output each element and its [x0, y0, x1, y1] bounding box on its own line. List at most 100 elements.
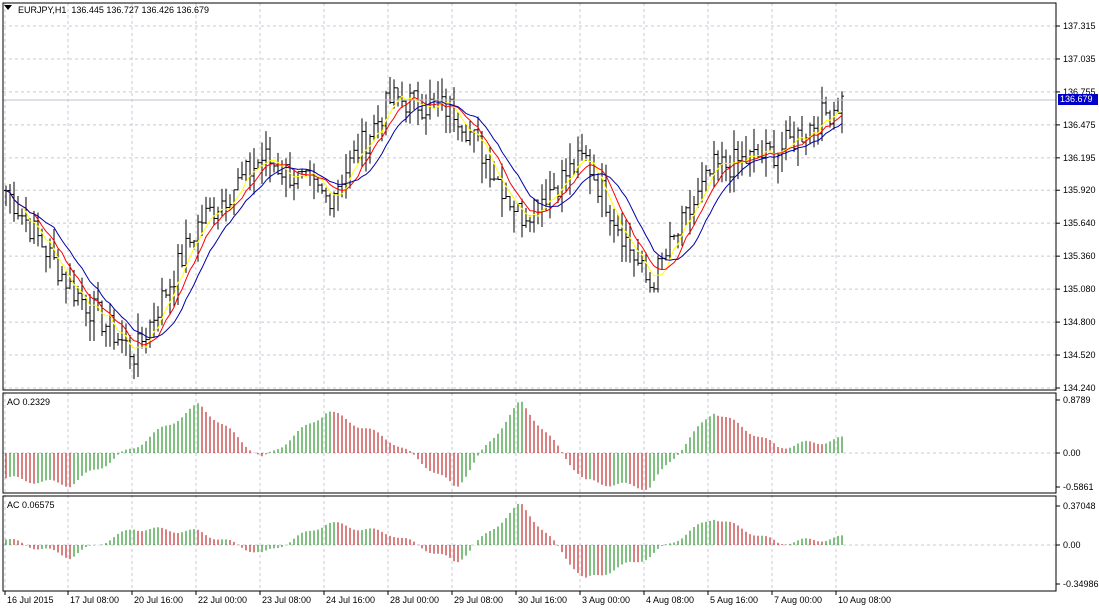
ac-pane[interactable] — [5, 503, 843, 578]
price-tick-label: 136.755 — [1063, 87, 1096, 97]
price-bar — [668, 221, 672, 260]
price-bar — [100, 300, 104, 337]
ac-tick-label: -0.34986 — [1063, 579, 1099, 589]
price-bar — [80, 277, 84, 310]
price-bar — [416, 81, 420, 125]
price-bar — [44, 245, 48, 273]
price-bar — [32, 210, 36, 244]
price-bar — [328, 193, 332, 216]
price-bar — [60, 266, 64, 282]
price-bar — [712, 140, 716, 188]
ao-label: AO 0.2329 — [7, 397, 51, 407]
price-bar — [292, 169, 296, 201]
price-bar — [236, 168, 240, 191]
price-bar — [132, 353, 136, 380]
price-bar — [452, 87, 456, 133]
ac-tick-label: 0.37048 — [1063, 501, 1096, 511]
price-bar — [692, 196, 696, 225]
price-bar — [648, 272, 652, 293]
price-bar — [120, 320, 124, 354]
price-bar — [136, 313, 140, 377]
price-bar — [840, 91, 844, 134]
price-bar — [604, 164, 608, 217]
time-tick-label: 4 Aug 08:00 — [646, 595, 694, 605]
price-bar — [344, 153, 348, 199]
price-bar — [164, 289, 168, 299]
price-bar — [672, 234, 676, 240]
price-bar — [656, 255, 660, 293]
price-bar — [820, 86, 824, 142]
price-bar — [356, 133, 360, 164]
price-bar — [212, 197, 216, 225]
price-tick-label: 134.240 — [1063, 383, 1096, 393]
time-tick-label: 28 Jul 00:00 — [390, 595, 439, 605]
price-tick-label: 134.800 — [1063, 317, 1096, 327]
price-bar — [316, 177, 320, 193]
price-bar — [696, 177, 700, 208]
price-bar — [264, 131, 268, 177]
price-bar — [388, 77, 392, 104]
price-bar — [84, 294, 88, 327]
pane-frame — [2, 2, 1057, 391]
symbol-label: EURJPY,H1 — [18, 5, 67, 15]
price-bar — [700, 162, 704, 203]
time-tick-label: 22 Jul 00:00 — [198, 595, 247, 605]
price-bar — [524, 207, 528, 228]
price-bar — [324, 187, 328, 203]
price-bar — [676, 233, 680, 249]
price-bar — [296, 171, 300, 189]
price-bar — [124, 323, 128, 356]
price-bar — [484, 154, 488, 179]
price-bar — [652, 282, 656, 293]
price-bar — [304, 169, 308, 177]
price-bar — [552, 173, 556, 191]
time-tick-label: 29 Jul 08:00 — [454, 595, 503, 605]
price-bar — [208, 197, 212, 212]
price-bar — [508, 196, 512, 211]
price-bar — [240, 161, 244, 180]
price-bar — [352, 140, 356, 164]
time-tick-label: 17 Jul 08:00 — [70, 595, 119, 605]
price-bar — [512, 200, 516, 233]
time-tick-label: 24 Jul 16:00 — [326, 595, 375, 605]
price-tick-label: 135.360 — [1063, 251, 1096, 261]
price-bar — [576, 136, 580, 179]
time-tick-label: 16 Jul 2015 — [7, 595, 54, 605]
price-bar — [64, 271, 68, 304]
chart-menu-dropdown-icon[interactable] — [4, 5, 12, 10]
price-bar — [752, 128, 756, 173]
price-bar — [744, 135, 748, 164]
pane-frame — [2, 392, 1057, 494]
current-price-tag: 136.679 — [1058, 94, 1098, 105]
price-bar — [728, 155, 732, 193]
price-pane[interactable] — [3, 77, 1056, 380]
price-bar — [616, 213, 620, 237]
price-bar — [716, 150, 720, 181]
time-axis: 16 Jul 2015 17 Jul 08:00 20 Jul 16:00 22 Ju… — [4, 591, 891, 605]
price-bar — [468, 120, 472, 146]
ac-label: AC 0.06575 — [7, 500, 55, 510]
price-bar — [368, 134, 372, 164]
price-bar — [504, 182, 508, 200]
price-bar — [736, 141, 740, 180]
ac-tick-label: 0.00 — [1063, 540, 1081, 550]
time-tick-label: 5 Aug 16:00 — [710, 595, 758, 605]
price-bar — [168, 278, 172, 315]
price-bar — [528, 215, 532, 233]
price-axis: 137.315 137.035 136.755 136.475 136.195 135.9… — [1056, 21, 1099, 589]
price-bar — [564, 158, 568, 193]
ohlc-values: 136.445 136.727 136.426 136.679 — [71, 5, 210, 15]
time-tick-label: 10 Aug 08:00 — [838, 595, 891, 605]
ao-pane[interactable] — [5, 401, 843, 490]
time-tick-label: 20 Jul 16:00 — [134, 595, 183, 605]
price-bar — [460, 124, 464, 142]
price-bar — [396, 87, 400, 107]
price-bar — [444, 88, 448, 134]
price-bar — [768, 141, 772, 152]
price-bar — [320, 183, 324, 194]
price-bar — [764, 129, 768, 177]
price-bar — [424, 94, 428, 135]
price-bar — [36, 212, 40, 247]
